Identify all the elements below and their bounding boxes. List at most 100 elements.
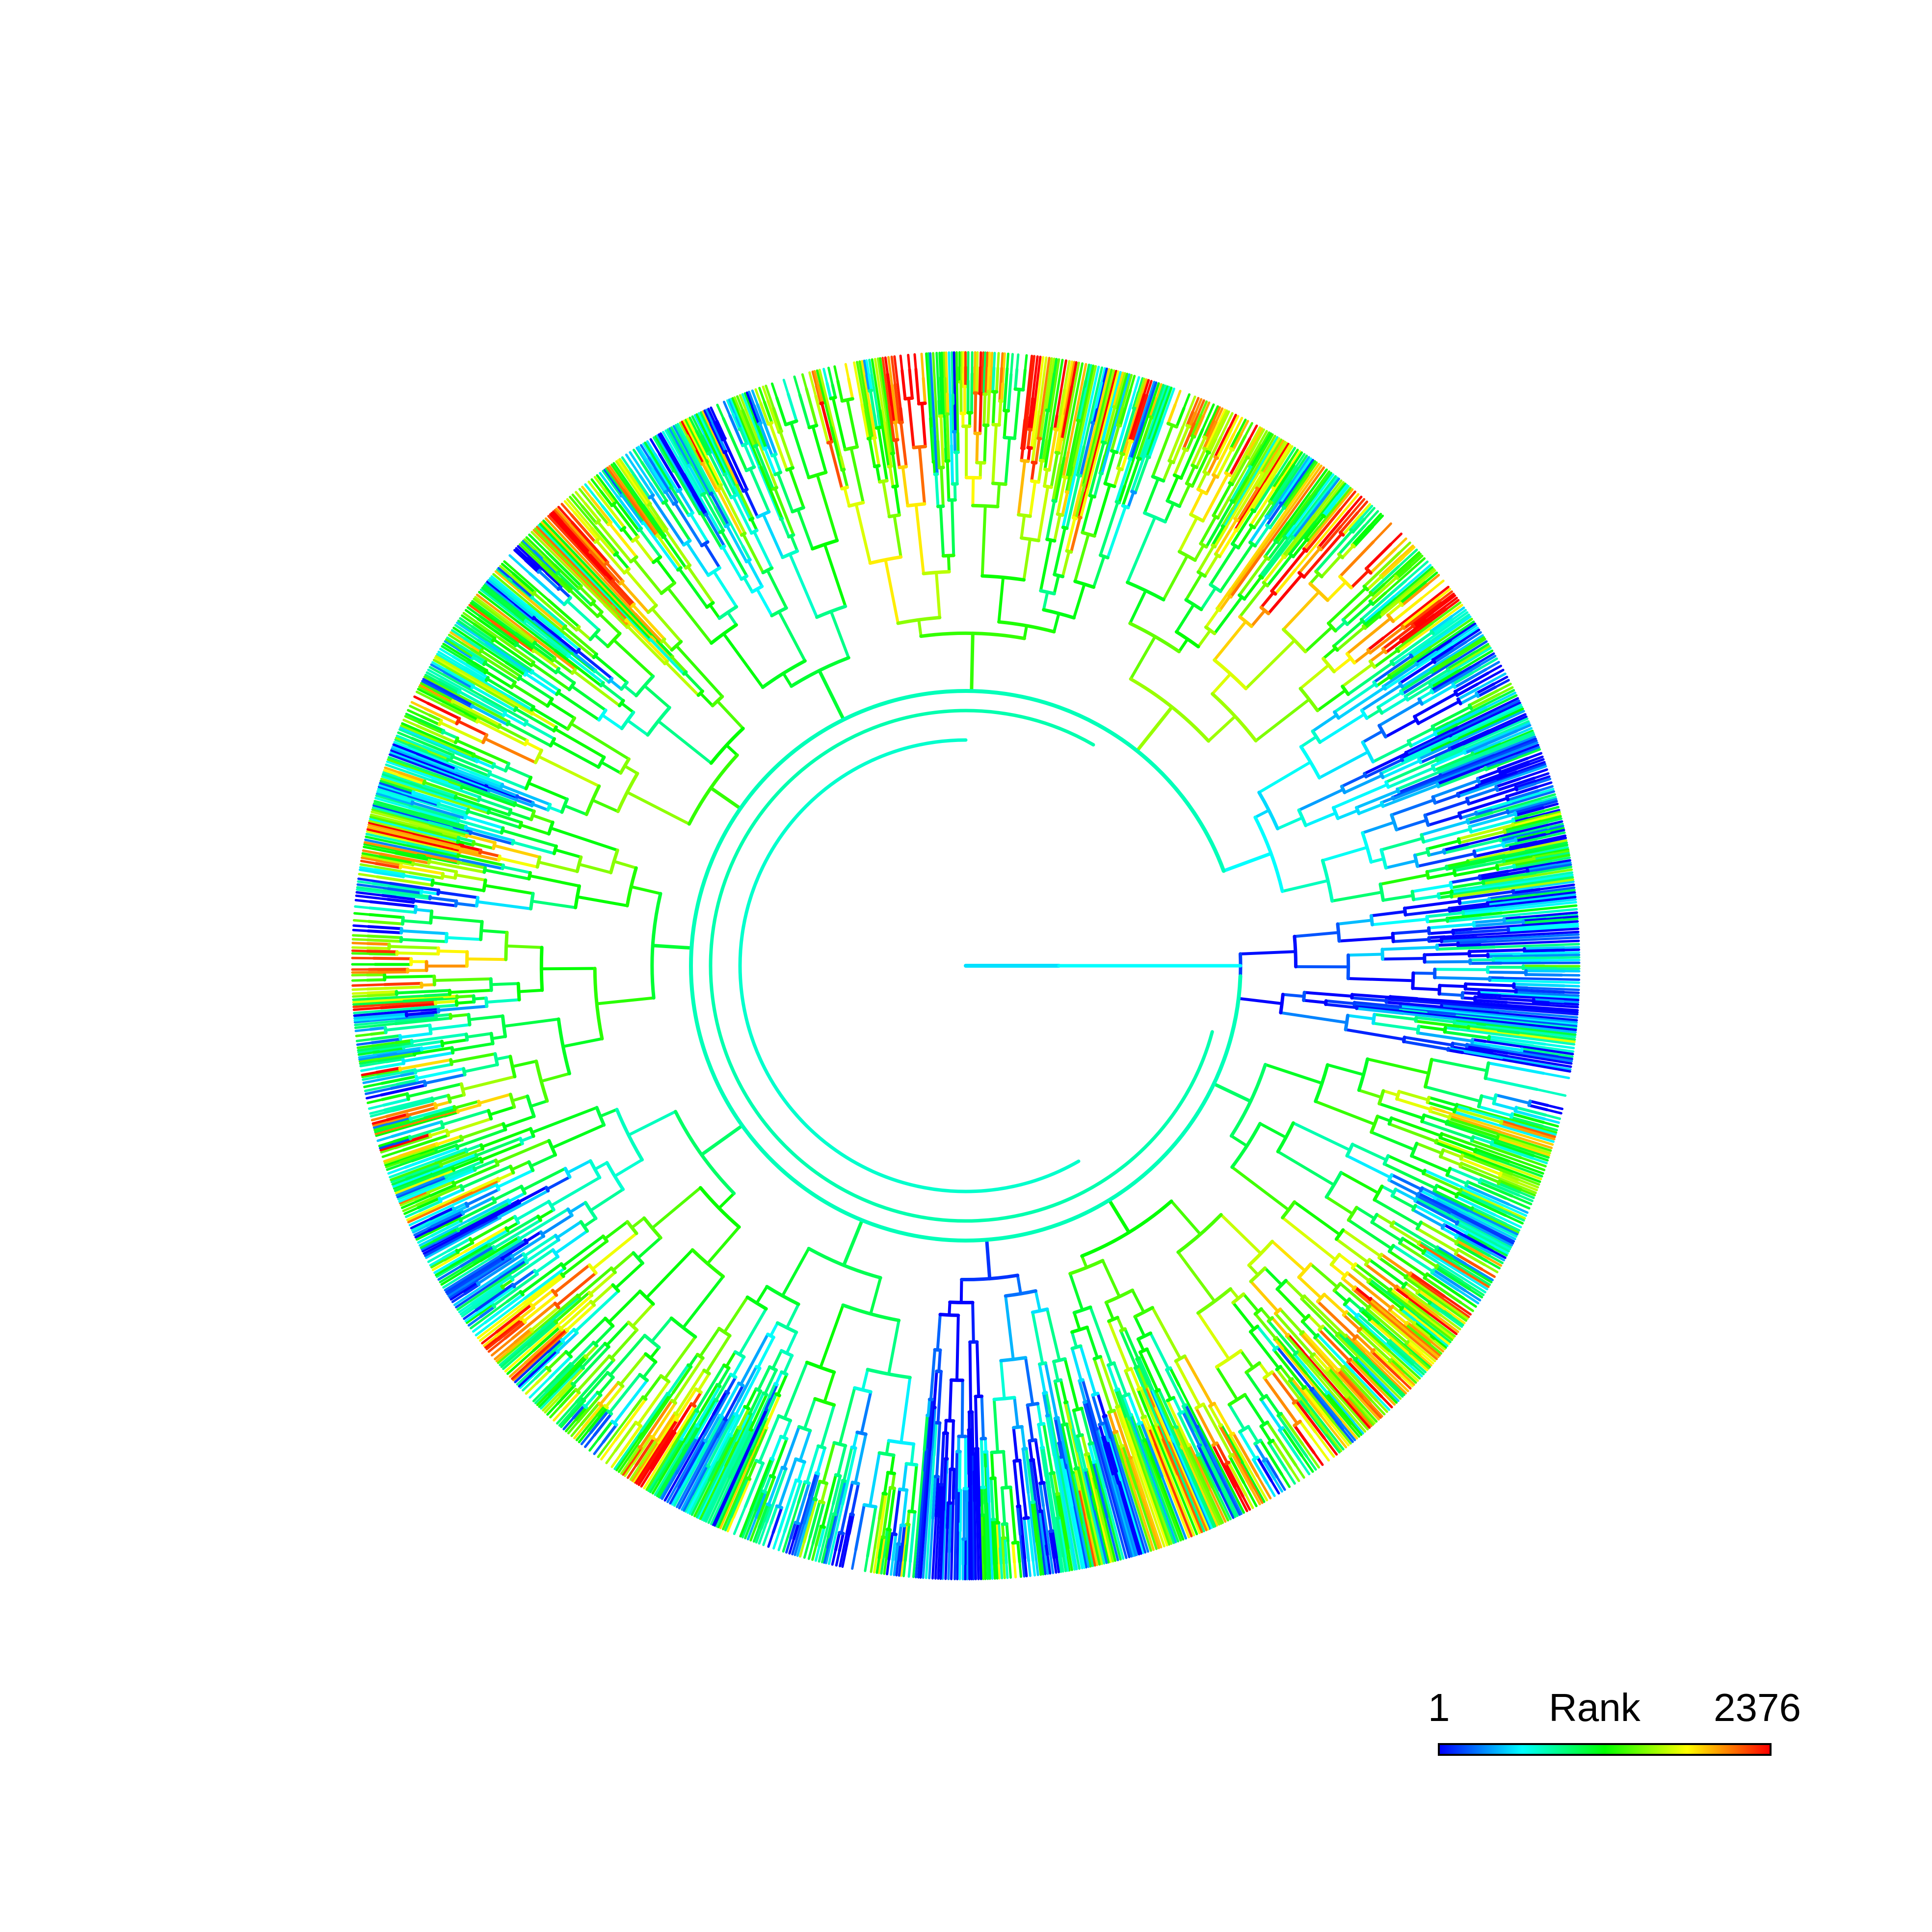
tree-branch (492, 1185, 523, 1202)
tree-branch (1529, 1100, 1550, 1107)
tree-branch (1013, 1396, 1019, 1429)
tree-branch (434, 1138, 464, 1150)
tree-branch (478, 1256, 503, 1272)
tree-branch (1449, 734, 1486, 752)
tree-branch (816, 369, 833, 429)
tree-branch (951, 351, 954, 396)
tree-branch (856, 361, 867, 412)
tree-branch (1353, 1358, 1369, 1375)
tree-branch (899, 354, 903, 372)
tree-branch (584, 1344, 599, 1358)
tree-branch (1300, 457, 1312, 474)
tree-branch (558, 1410, 573, 1427)
tree-branch (439, 1261, 475, 1284)
tree-branch (401, 791, 441, 805)
tree-branch (950, 444, 954, 486)
tree-branch (1009, 353, 1014, 376)
tree-branch (1366, 1058, 1430, 1075)
tree-branch (715, 1418, 728, 1439)
tree-branch (390, 794, 414, 803)
tree-branch (374, 1062, 405, 1070)
tree-branch (543, 557, 560, 574)
tree-branch (468, 711, 501, 729)
tree-branch (1419, 1189, 1437, 1200)
tree-branch (1154, 1424, 1162, 1440)
tree-branch (1084, 1528, 1094, 1567)
tree-branch (1435, 1264, 1463, 1283)
tree-branch (1378, 585, 1417, 619)
tree-branch (1454, 1107, 1503, 1124)
tree-branch (525, 1230, 543, 1243)
tree-branch (1510, 953, 1581, 957)
tree-branch (1467, 1025, 1520, 1034)
tree-branch (541, 1296, 581, 1330)
tree-branch (1512, 982, 1566, 987)
tree-branch (1304, 625, 1334, 653)
tree-branch (1467, 1027, 1498, 1033)
tree-branch (840, 1480, 847, 1499)
tree-branch (739, 1333, 769, 1386)
tree-branch (1509, 845, 1527, 851)
tree-branch (1413, 850, 1430, 857)
tree-branch (1401, 1303, 1452, 1344)
tree-branch (558, 578, 573, 591)
tree-branch (1429, 1106, 1446, 1113)
tree-branch (906, 1509, 911, 1526)
tree-branch (844, 363, 850, 380)
tree-branch (460, 1164, 512, 1190)
tree-branch (555, 507, 572, 526)
tree-branch (1457, 796, 1509, 815)
tree-branch (465, 1143, 483, 1152)
tree-branch (1311, 714, 1338, 733)
tree-branch (383, 1096, 434, 1112)
tree-branch (1512, 888, 1541, 895)
tree-branch (1543, 806, 1560, 812)
tree-branch (1323, 1437, 1338, 1456)
tree-branch (689, 1398, 717, 1443)
tree-branch (517, 589, 565, 630)
tree-branch (1262, 452, 1277, 476)
tree-branch (1439, 755, 1488, 776)
tree-branch (1461, 1051, 1571, 1073)
tree-branch (589, 550, 622, 585)
tree-branch (1379, 554, 1404, 578)
tree-branch (1399, 670, 1433, 693)
tree-branch (645, 517, 660, 536)
tree-branch (875, 1557, 880, 1574)
tree-branch (788, 1538, 795, 1555)
tree-branch (918, 445, 926, 505)
tree-branch (983, 1502, 989, 1580)
tree-branch (1484, 933, 1580, 941)
tree-branch (1487, 713, 1527, 732)
tree-branch (636, 1380, 670, 1426)
tree-branch (1423, 799, 1470, 817)
tree-branch (824, 1496, 843, 1564)
tree-branch (651, 607, 683, 643)
tree-branch (549, 1405, 562, 1419)
tree-branch (1413, 1321, 1436, 1340)
tree-branch (1016, 1273, 1022, 1296)
tree-branch (1248, 444, 1264, 468)
tree-branch (725, 1376, 738, 1394)
tree-branch (650, 495, 686, 547)
tree-branch (434, 1148, 468, 1162)
tree-branch (1456, 697, 1519, 729)
tree-branch (429, 759, 457, 772)
tree-branch (1314, 529, 1353, 573)
tree-branch (1357, 803, 1384, 815)
tree-branch (1372, 1348, 1387, 1363)
tree-branch (749, 1518, 760, 1542)
tree-branch (514, 707, 556, 733)
tree-branch (480, 1127, 532, 1149)
tree-branch (631, 1467, 642, 1482)
tree-branch (1065, 1423, 1078, 1470)
tree-branch (404, 1015, 438, 1022)
tree-branch (1026, 428, 1032, 450)
tree-branch (1036, 1402, 1043, 1426)
tree-branch (608, 1290, 642, 1324)
tree-branch (691, 415, 703, 437)
tree-branch (1057, 1441, 1063, 1458)
tree-branch (530, 530, 606, 606)
tree-branch (420, 715, 441, 726)
tree-branch (1458, 1190, 1512, 1216)
